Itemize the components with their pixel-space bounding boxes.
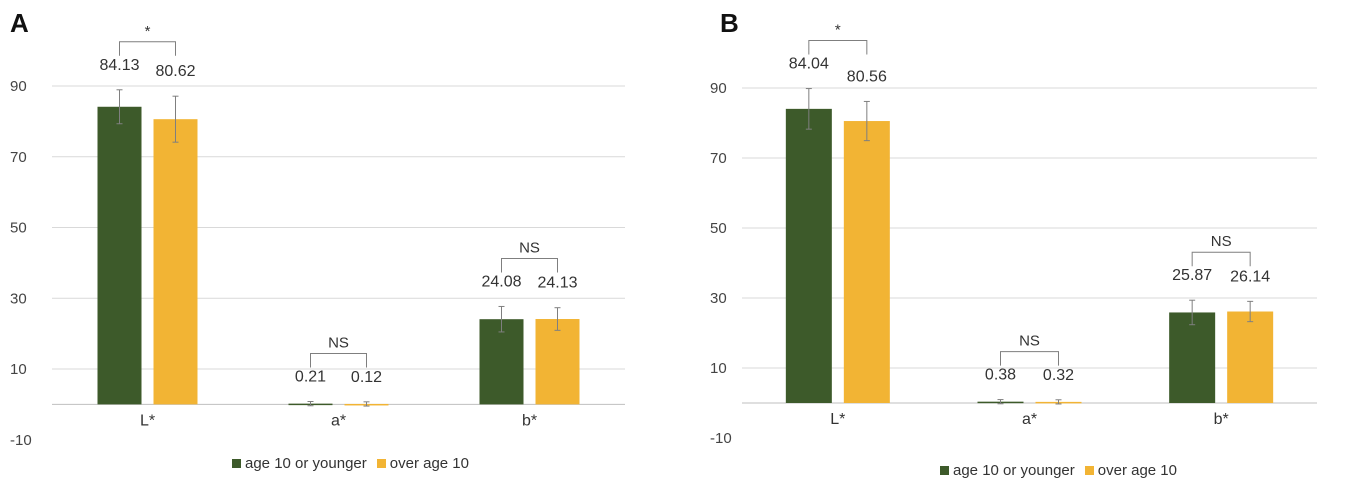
y-tick-label: 90 xyxy=(710,80,727,97)
y-tick-label: 50 xyxy=(10,220,27,237)
x-tick-label: b* xyxy=(1214,411,1229,428)
y-tick-label: -10 xyxy=(710,430,732,447)
data-label: 84.13 xyxy=(99,57,139,74)
legend-label: age 10 or younger xyxy=(953,462,1075,479)
legend-item: age 10 or younger xyxy=(940,462,1075,479)
data-label: 0.32 xyxy=(1043,367,1074,384)
bar xyxy=(1169,312,1216,403)
significance-bracket xyxy=(1000,351,1059,366)
panel-label: B xyxy=(720,8,739,38)
data-label: 0.21 xyxy=(295,369,326,386)
significance-bracket xyxy=(1191,251,1251,267)
data-label: 24.08 xyxy=(481,273,521,290)
chart-legend: age 10 or younger over age 10 xyxy=(232,455,469,472)
legend-label: age 10 or younger xyxy=(245,455,367,472)
y-tick-label: 10 xyxy=(710,360,727,377)
legend-label: over age 10 xyxy=(389,455,469,472)
legend-swatch xyxy=(940,466,949,475)
x-tick-label: L* xyxy=(140,412,155,429)
bar xyxy=(785,108,832,404)
legend-item: over age 10 xyxy=(1084,462,1177,479)
legend-item: over age 10 xyxy=(376,455,469,472)
significance-label: NS xyxy=(328,335,349,352)
significance-label: NS xyxy=(519,239,540,256)
chart-legend: age 10 or younger over age 10 xyxy=(940,462,1177,479)
significance-bracket xyxy=(808,40,868,55)
y-tick-label: 50 xyxy=(710,220,727,237)
significance-bracket xyxy=(310,353,367,368)
legend-swatch xyxy=(232,459,241,468)
panel-label: A xyxy=(10,8,29,38)
significance-label: * xyxy=(835,22,841,39)
data-label: 84.04 xyxy=(789,56,829,73)
significance-label: NS xyxy=(1019,333,1040,350)
chart-panel-b: B -10 10 30 50 70 90 84.04 80.56 * L* 0.38 0.32 NS a*… xyxy=(690,0,1349,482)
legend-label: over age 10 xyxy=(1097,462,1177,479)
significance-bracket xyxy=(501,257,558,273)
y-tick-label: 30 xyxy=(710,290,727,307)
bar xyxy=(1227,311,1274,403)
data-label: 24.13 xyxy=(537,275,577,292)
bar xyxy=(843,121,890,403)
x-tick-label: b* xyxy=(522,412,537,429)
y-tick-label: 30 xyxy=(10,290,27,307)
data-label: 80.56 xyxy=(847,68,887,85)
chart-panel-a: A -10 10 30 50 70 90 84.13 80.62 * L* 0.21 0.12 NS a*… xyxy=(0,0,660,482)
x-tick-label: a* xyxy=(1022,411,1037,428)
legend-swatch xyxy=(376,459,386,468)
y-tick-label: -10 xyxy=(10,432,32,449)
data-label: 26.14 xyxy=(1230,268,1270,285)
data-label: 25.87 xyxy=(1172,267,1212,284)
x-tick-label: L* xyxy=(830,411,845,428)
y-tick-label: 70 xyxy=(710,150,727,167)
data-label: 80.62 xyxy=(155,63,195,80)
significance-label: NS xyxy=(1211,233,1232,250)
y-tick-label: 10 xyxy=(10,361,27,378)
significance-label: * xyxy=(145,23,151,40)
bar xyxy=(479,319,524,405)
significance-bracket xyxy=(119,41,176,56)
legend-swatch xyxy=(1084,466,1094,475)
bar xyxy=(535,319,580,405)
legend-item: age 10 or younger xyxy=(232,455,367,472)
data-label: 0.12 xyxy=(351,369,382,386)
x-tick-label: a* xyxy=(331,412,346,429)
bar xyxy=(97,106,142,405)
y-tick-label: 90 xyxy=(10,78,27,95)
bar xyxy=(153,119,198,405)
data-label: 0.38 xyxy=(985,367,1016,384)
y-tick-label: 70 xyxy=(10,149,27,166)
